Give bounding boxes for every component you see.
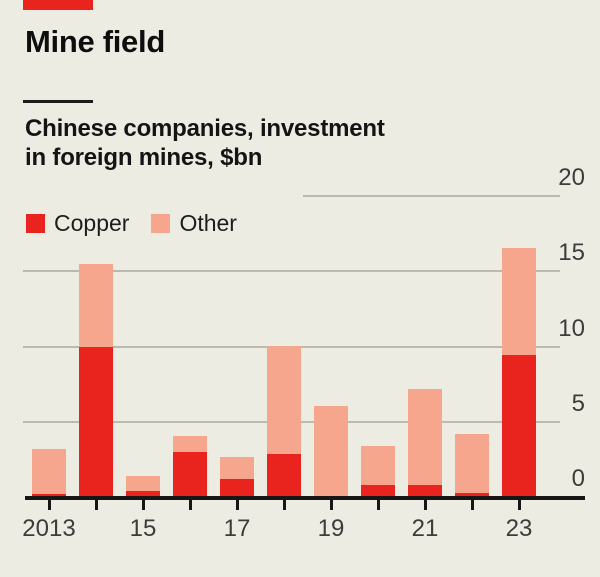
bar-segment-other-2023 xyxy=(502,247,536,355)
gridline-15 xyxy=(23,270,560,272)
x-axis-tick-2022 xyxy=(471,500,474,510)
x-axis-tick-2013 xyxy=(48,500,51,510)
y-axis-label-10: 10 xyxy=(558,315,585,342)
legend-label-other: Other xyxy=(179,209,237,236)
bar-segment-other-2016 xyxy=(173,435,207,453)
chart-subtitle-line1: Chinese companies, investment xyxy=(25,115,385,142)
chart-subtitle-line2: in foreign mines, $bn xyxy=(25,144,263,171)
legend-item-other: Other xyxy=(151,209,237,236)
bar-segment-other-2019 xyxy=(314,405,348,496)
bar-segment-other-2013 xyxy=(32,449,66,495)
bar-segment-other-2022 xyxy=(455,434,489,493)
x-axis-tick-2017 xyxy=(236,500,239,510)
bar-segment-copper-2014 xyxy=(79,347,113,496)
legend-label-copper: Copper xyxy=(54,209,130,236)
bar-segment-copper-2023 xyxy=(502,354,536,496)
y-axis-label-15: 15 xyxy=(558,239,585,266)
legend-swatch-copper xyxy=(26,213,45,233)
bar-segment-other-2017 xyxy=(220,456,254,480)
bar-segment-other-2018 xyxy=(267,345,301,454)
chart-subtitle: Chinese companies, investment in foreign… xyxy=(25,114,445,172)
x-axis-label-19: 19 xyxy=(317,515,345,542)
bar-segment-copper-2017 xyxy=(220,479,254,496)
bar-segment-other-2020 xyxy=(361,446,395,486)
x-axis-label-15: 15 xyxy=(129,515,157,542)
y-axis-label-0: 0 xyxy=(571,465,585,492)
x-axis-tick-2019 xyxy=(330,500,333,510)
x-axis-tick-2014 xyxy=(95,500,98,510)
bar-segment-copper-2018 xyxy=(267,453,301,496)
x-axis-label-21: 21 xyxy=(411,515,439,542)
bar-segment-copper-2021 xyxy=(408,485,442,496)
y-axis-label-20: 20 xyxy=(558,164,585,191)
bar-segment-other-2015 xyxy=(126,476,160,492)
x-axis-tick-2016 xyxy=(189,500,192,510)
legend-item-copper: Copper xyxy=(26,209,130,236)
x-axis-tick-2021 xyxy=(424,500,427,510)
bar-segment-copper-2013 xyxy=(32,494,66,496)
x-axis-tick-2020 xyxy=(377,500,380,510)
bar-segment-copper-2016 xyxy=(173,452,207,496)
x-axis-tick-2015 xyxy=(142,500,145,510)
x-axis-baseline xyxy=(25,496,585,500)
x-axis-tick-2018 xyxy=(283,500,286,510)
chart-title: Mine field xyxy=(25,24,165,59)
bar-segment-copper-2020 xyxy=(361,485,395,496)
legend-swatch-other xyxy=(151,213,171,233)
bar-segment-other-2014 xyxy=(79,264,113,347)
x-axis-label-2013: 2013 xyxy=(22,515,76,542)
title-rule xyxy=(23,100,93,103)
bar-segment-copper-2015 xyxy=(126,491,160,496)
legend: Copper Other xyxy=(26,209,237,236)
bar-segment-copper-2022 xyxy=(455,492,489,496)
x-axis-tick-2023 xyxy=(518,500,521,510)
x-axis-label-23: 23 xyxy=(505,515,533,542)
gridline-20 xyxy=(303,195,560,197)
brand-red-tab xyxy=(23,0,93,10)
x-axis-label-17: 17 xyxy=(223,515,251,542)
y-axis-label-5: 5 xyxy=(571,390,585,417)
bar-segment-other-2021 xyxy=(408,389,442,486)
